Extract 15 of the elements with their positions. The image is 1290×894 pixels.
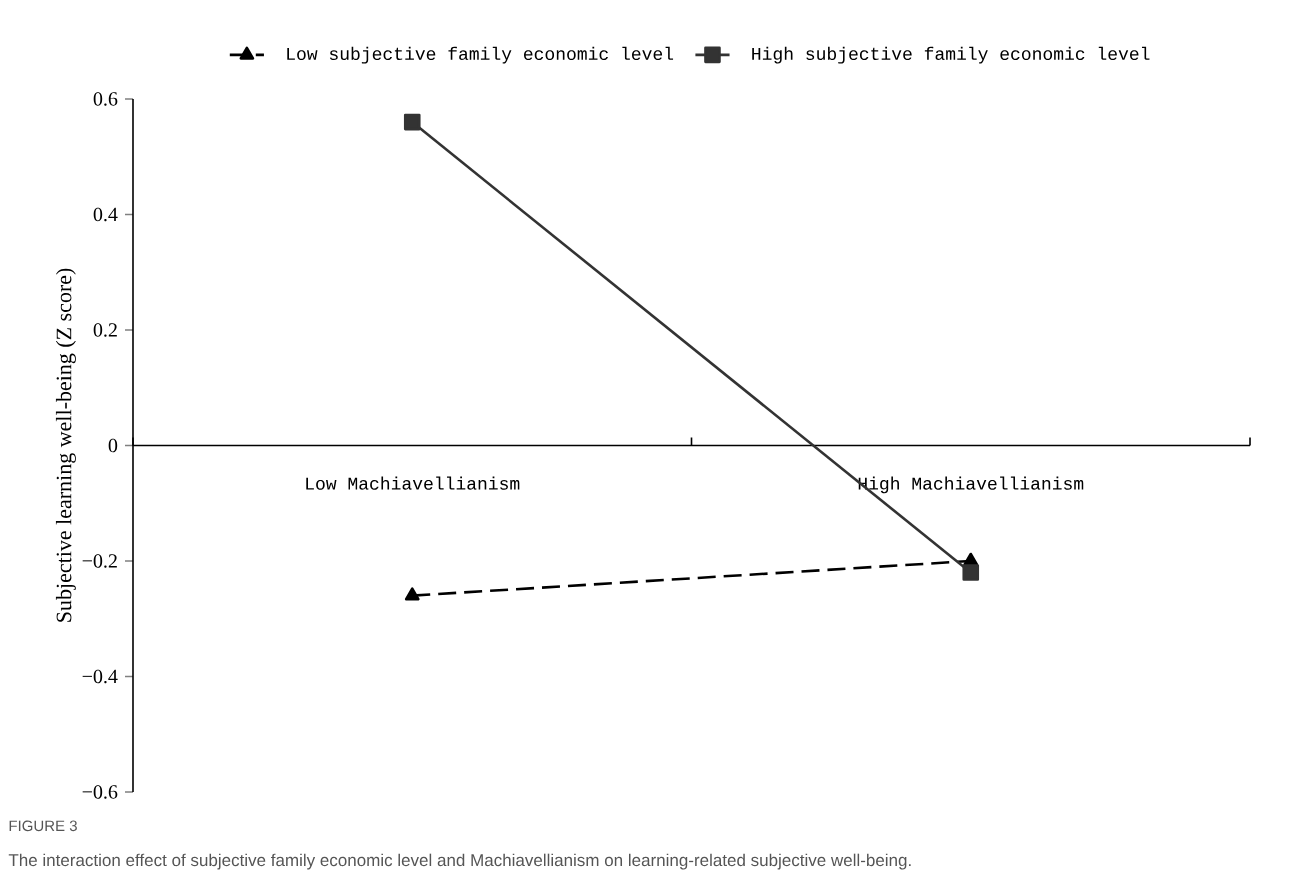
y-tick-label: 0.6 [93,92,118,106]
legend-label: High subjective family economic level [752,46,1150,64]
y-tick-label: 0.2 [93,323,117,337]
point [962,564,980,581]
y-tick-label: 0 [108,438,118,453]
y-tick-label: −0.4 [82,669,118,684]
y-tick-label: 0.4 [93,207,118,222]
y-tick-label: −0.2 [82,554,117,568]
point [403,113,421,131]
y-tick-label: −0.6 [82,785,118,799]
y-axis-title: Subjective learning well-being (Z score) [55,268,76,622]
legend-label: Low subjective family economic level [287,46,674,64]
text: The interaction effect of subjective family economic level and Machiavellianism on learning-related subjective well-being. [8,853,911,870]
caption: FIGURE 3 [9,820,77,832]
x-tick-label: Low Machiavellianism [306,476,520,490]
